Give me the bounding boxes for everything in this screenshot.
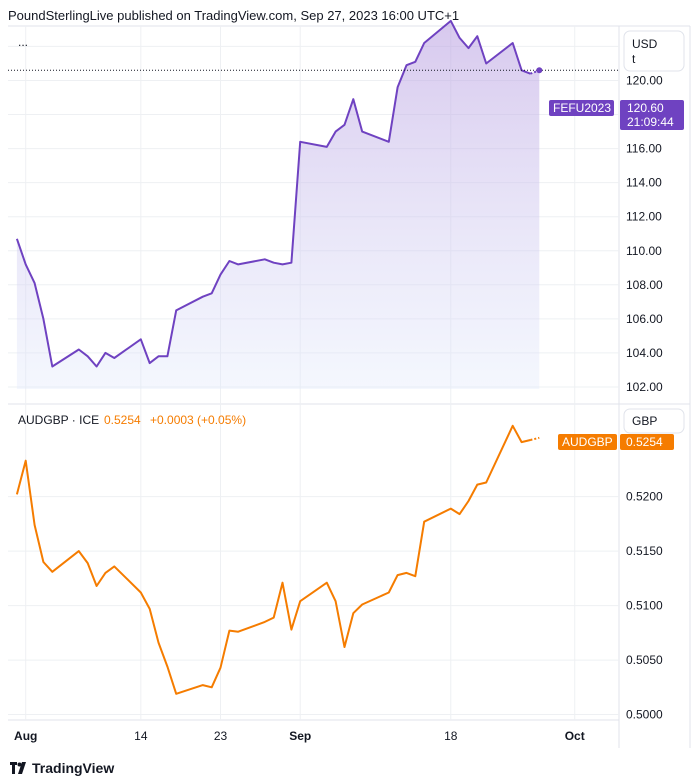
top-y-tick-label: 104.00 xyxy=(626,346,663,360)
x-tick-label: Sep xyxy=(289,729,311,743)
usd-currency-sub: t xyxy=(632,52,636,66)
top-y-tick-label: 110.00 xyxy=(626,244,662,258)
fefu-series-line xyxy=(15,19,531,368)
gbp-currency-button[interactable]: GBP xyxy=(623,408,685,434)
fefu-countdown: 21:09:44 xyxy=(627,115,674,129)
gbp-currency-label: GBP xyxy=(632,414,657,428)
x-axis-ticks: Aug 14 23 Sep 18 Oct xyxy=(14,729,585,743)
bottom-y-tick-label: 0.5200 xyxy=(626,490,663,504)
top-y-tick-label: 116.00 xyxy=(626,142,662,156)
bottom-y-axis-ticks: 0.5200 0.5150 0.5100 0.5050 0.5000 xyxy=(626,490,663,722)
bottom-legend-value: 0.5254 xyxy=(104,413,141,427)
audgbp-price-name: AUDGBP xyxy=(562,435,613,449)
top-y-tick-label: 108.00 xyxy=(626,278,663,292)
top-y-tick-label: 114.00 xyxy=(626,176,662,190)
fefu-last-segment xyxy=(530,69,540,75)
audgbp-last-segment xyxy=(530,436,540,441)
bottom-y-tick-label: 0.5000 xyxy=(626,708,663,722)
tradingview-brand[interactable]: TradingView xyxy=(10,760,114,776)
fefu-last-value: 120.60 xyxy=(627,101,664,115)
x-tick-label: Oct xyxy=(565,729,585,743)
bottom-legend-symbol[interactable]: AUDGBP · ICE xyxy=(18,413,99,427)
bottom-y-tick-label: 0.5050 xyxy=(626,653,663,667)
top-y-tick-label: 112.00 xyxy=(626,210,662,224)
fefu-area-fill xyxy=(16,20,540,390)
fefu-price-tag: FEFU2023 120.60 21:09:44 xyxy=(549,100,684,130)
usd-currency-button[interactable]: USD t xyxy=(623,30,685,72)
bottom-y-tick-label: 0.5150 xyxy=(626,544,663,558)
audgbp-price-tag: AUDGBP 0.5254 xyxy=(558,434,674,450)
top-y-tick-label: 120.00 xyxy=(626,73,663,87)
bottom-pane-grid xyxy=(8,496,619,716)
top-legend[interactable]: ... xyxy=(18,35,28,49)
top-y-tick-label: 106.00 xyxy=(626,312,663,326)
bottom-y-tick-label: 0.5100 xyxy=(626,599,663,613)
fefu-last-point xyxy=(536,67,543,74)
tradingview-logo-icon xyxy=(10,762,26,774)
usd-currency-label: USD xyxy=(632,37,658,51)
bottom-legend-change: +0.0003 (+0.05%) xyxy=(150,413,246,427)
publisher-credit: PoundSterlingLive published on TradingVi… xyxy=(8,8,460,23)
x-tick-label: 14 xyxy=(134,729,148,743)
x-tick-label: 23 xyxy=(214,729,228,743)
top-y-axis-ticks: 122.00120.00118.00116.00114.00112.00110.… xyxy=(626,39,663,394)
fefu-price-name: FEFU2023 xyxy=(553,101,611,115)
audgbp-series-line xyxy=(15,424,531,695)
x-tick-label: Aug xyxy=(14,729,37,743)
brand-name: TradingView xyxy=(32,760,115,776)
x-tick-label: 18 xyxy=(444,729,458,743)
top-y-tick-label: 102.00 xyxy=(626,380,663,394)
audgbp-last-value: 0.5254 xyxy=(626,435,663,449)
